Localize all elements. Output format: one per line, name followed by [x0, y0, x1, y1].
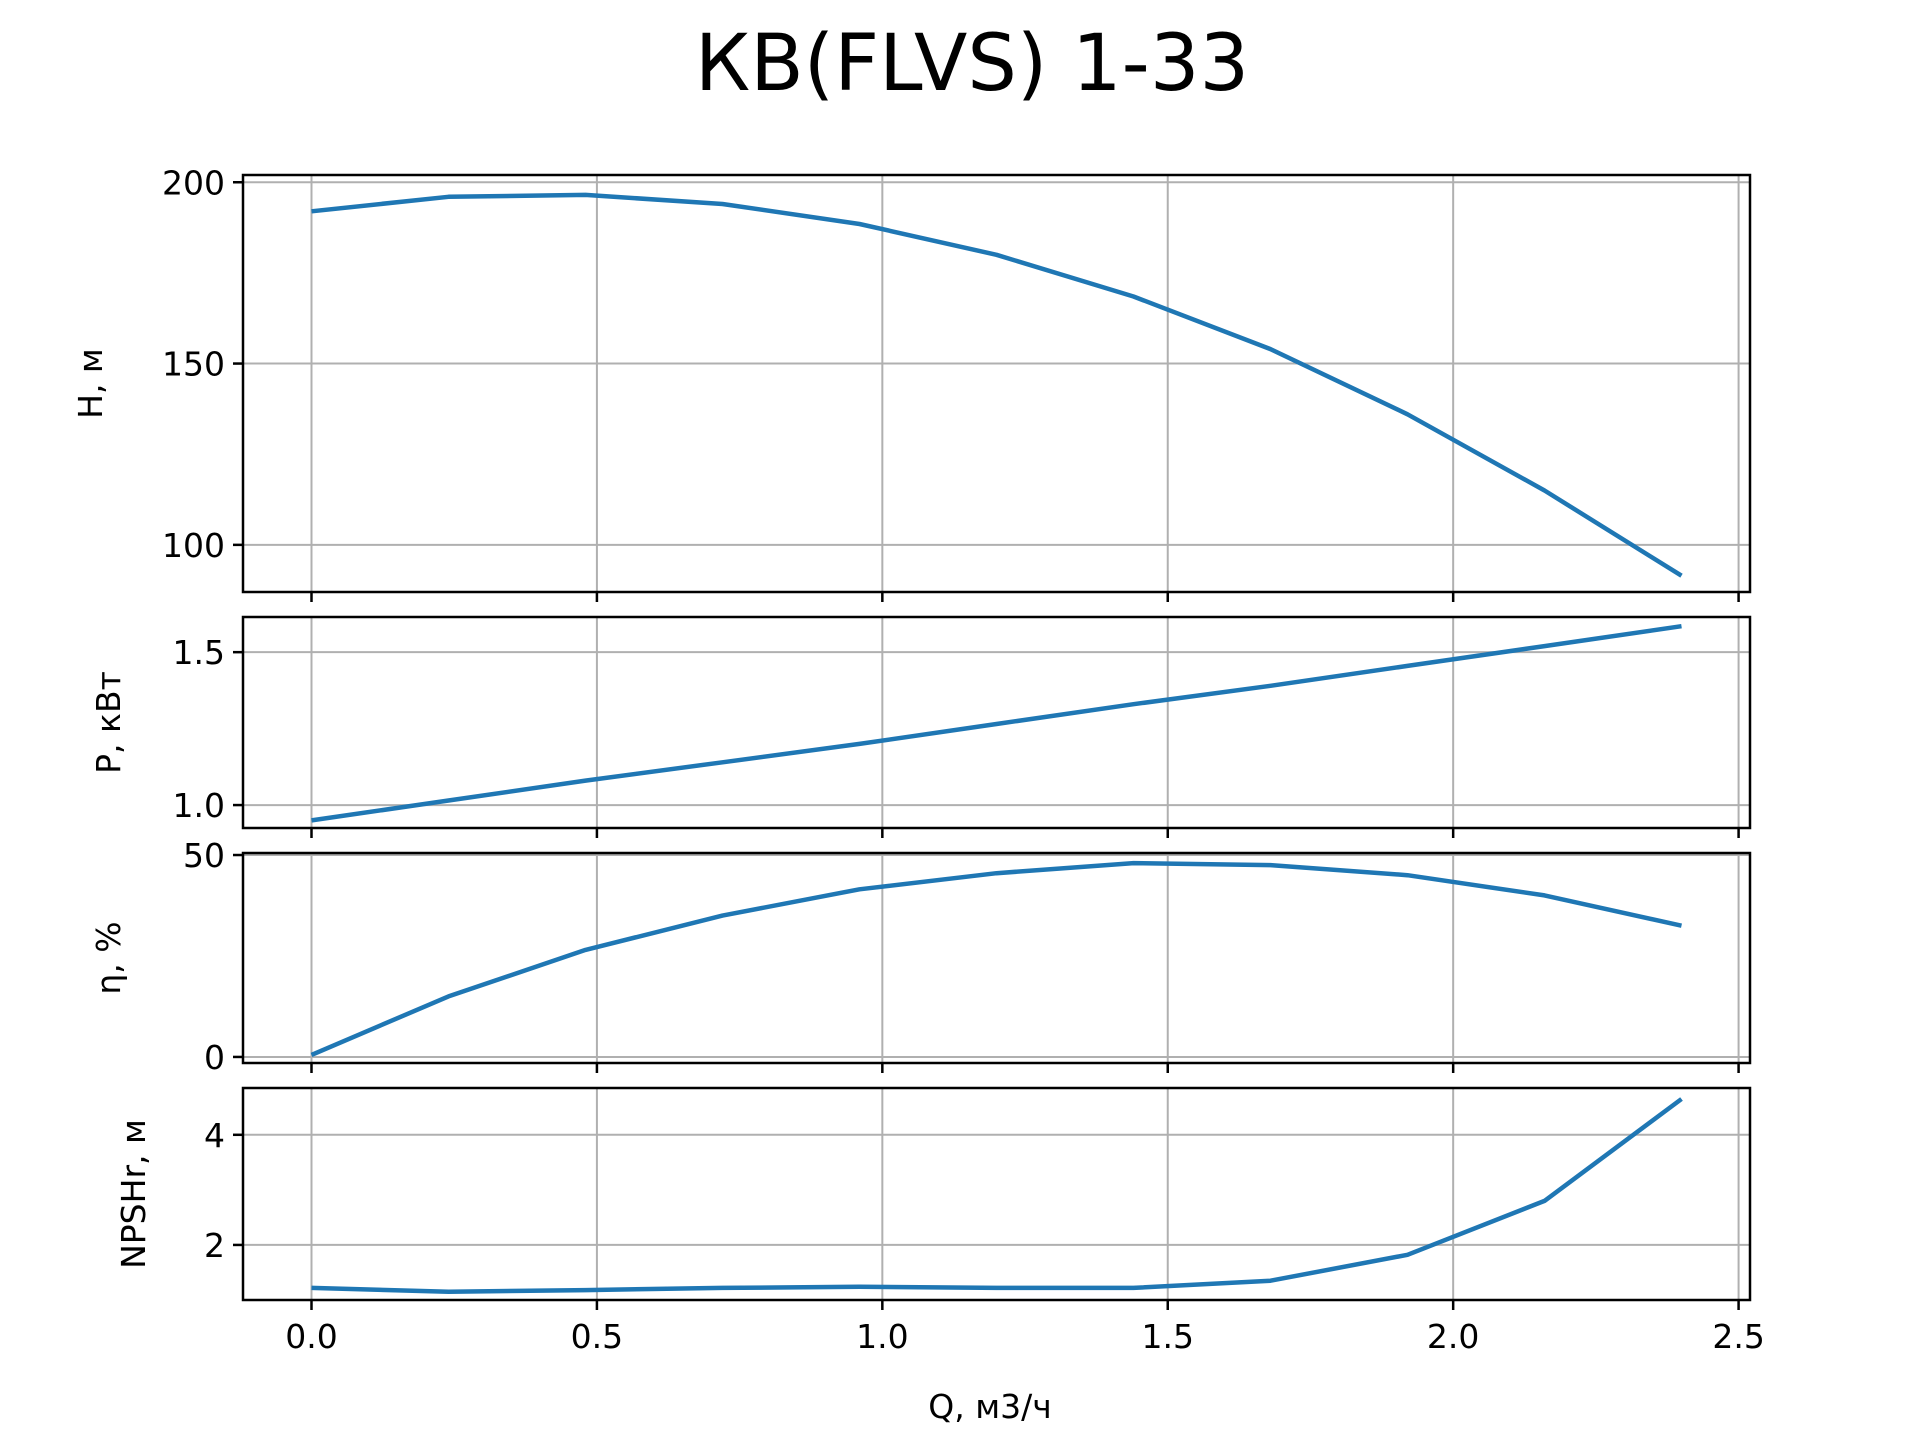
y-tick-label: 150: [162, 345, 225, 384]
y-tick-label: 0: [204, 1038, 225, 1077]
x-tick-label: 1.5: [1142, 1317, 1194, 1356]
x-axis-label: Q, м3/ч: [928, 1387, 1051, 1426]
subplot-2: 1.0 1.5 P, кВт: [89, 615, 1752, 838]
subplot-panels: 100 150 200 H, м 1.0 1.5 P, кВт 0 50 η, % 2 4 0.0 0.5…: [71, 163, 1765, 1356]
y-tick-label: 1.0: [173, 786, 225, 825]
subplot-4: 2 4 0.0 0.5 1.0 1.5 2.0 2.5 NPSHr, м: [114, 1086, 1765, 1356]
subplot-1: 100 150 200 H, м: [71, 163, 1752, 602]
y-axis-label: η, %: [89, 921, 128, 994]
y-tick-label: 2: [204, 1226, 225, 1265]
y-tick-label: 50: [183, 836, 225, 875]
x-tick-label: 2.5: [1712, 1317, 1764, 1356]
subplot-frame: [241, 173, 1752, 594]
y-tick-label: 100: [162, 526, 225, 565]
y-axis-label: H, м: [71, 348, 110, 419]
x-tick-label: 2.0: [1427, 1317, 1479, 1356]
subplot-3: 0 50 η, %: [89, 836, 1752, 1077]
y-tick-label: 4: [204, 1116, 225, 1155]
y-tick-label: 1.5: [173, 633, 225, 672]
y-axis-label: P, кВт: [89, 671, 128, 774]
x-tick-label: 0.5: [571, 1317, 623, 1356]
y-axis-label: NPSHr, м: [114, 1119, 153, 1269]
y-tick-label: 200: [162, 163, 225, 202]
subplot-frame: [241, 1086, 1752, 1302]
subplot-frame: [241, 615, 1752, 830]
x-tick-label: 0.0: [285, 1317, 337, 1356]
subplot-frame: [241, 851, 1752, 1065]
chart-title: КВ(FLVS) 1-33: [695, 19, 1249, 109]
x-tick-label: 1.0: [856, 1317, 908, 1356]
